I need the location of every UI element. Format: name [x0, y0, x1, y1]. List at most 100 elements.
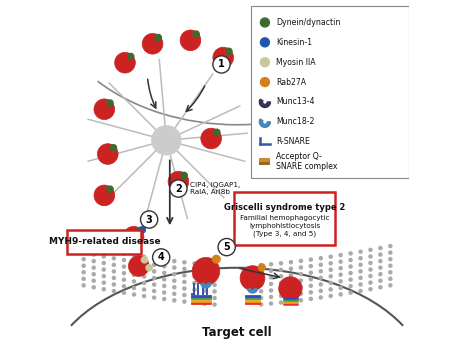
Circle shape: [122, 264, 126, 269]
Circle shape: [279, 281, 283, 285]
Circle shape: [122, 284, 126, 289]
Wedge shape: [247, 288, 257, 293]
Circle shape: [338, 279, 343, 283]
Circle shape: [152, 263, 156, 267]
Circle shape: [289, 260, 293, 264]
Circle shape: [140, 211, 158, 228]
Circle shape: [269, 262, 273, 266]
Circle shape: [112, 276, 116, 280]
Circle shape: [172, 259, 176, 263]
Text: 5: 5: [223, 242, 230, 252]
Circle shape: [226, 48, 232, 54]
Circle shape: [82, 276, 86, 281]
Circle shape: [192, 281, 197, 285]
Circle shape: [299, 278, 303, 283]
Circle shape: [212, 296, 217, 300]
Circle shape: [289, 266, 293, 271]
Circle shape: [128, 53, 134, 60]
Circle shape: [132, 292, 136, 297]
Wedge shape: [259, 99, 271, 108]
Circle shape: [172, 279, 176, 283]
Circle shape: [212, 289, 217, 294]
Circle shape: [112, 263, 116, 267]
Circle shape: [368, 287, 373, 291]
Circle shape: [319, 282, 323, 286]
Text: Dynein/dynactin: Dynein/dynactin: [276, 18, 340, 27]
Circle shape: [289, 286, 293, 291]
Circle shape: [192, 300, 197, 305]
Circle shape: [260, 38, 269, 47]
Circle shape: [142, 281, 146, 285]
Circle shape: [162, 284, 166, 288]
Circle shape: [128, 256, 149, 276]
Circle shape: [132, 253, 136, 257]
Circle shape: [328, 281, 333, 285]
Circle shape: [338, 292, 343, 297]
Circle shape: [202, 262, 207, 267]
Circle shape: [182, 286, 187, 291]
Circle shape: [279, 274, 283, 279]
Circle shape: [153, 249, 170, 266]
Circle shape: [101, 261, 106, 265]
Circle shape: [112, 249, 116, 254]
Circle shape: [112, 289, 116, 293]
Circle shape: [212, 302, 217, 307]
FancyBboxPatch shape: [67, 230, 141, 254]
Circle shape: [212, 263, 217, 267]
Circle shape: [142, 294, 146, 298]
Circle shape: [182, 293, 187, 297]
Circle shape: [289, 280, 293, 284]
Circle shape: [91, 246, 96, 250]
Circle shape: [101, 267, 106, 272]
Circle shape: [319, 269, 323, 274]
Circle shape: [152, 289, 156, 293]
Wedge shape: [259, 119, 271, 127]
Circle shape: [240, 266, 265, 291]
Circle shape: [82, 263, 86, 268]
Circle shape: [378, 259, 383, 263]
Circle shape: [259, 283, 264, 287]
Circle shape: [107, 100, 113, 106]
Circle shape: [181, 172, 187, 179]
Circle shape: [180, 30, 201, 51]
Circle shape: [348, 291, 353, 295]
FancyBboxPatch shape: [259, 162, 270, 165]
Circle shape: [212, 255, 220, 263]
Circle shape: [192, 274, 197, 279]
Circle shape: [328, 287, 333, 292]
Circle shape: [91, 285, 96, 290]
Circle shape: [172, 298, 176, 303]
Circle shape: [259, 295, 264, 300]
Text: 2: 2: [175, 183, 182, 193]
Circle shape: [338, 273, 343, 277]
Circle shape: [162, 297, 166, 301]
Circle shape: [259, 263, 264, 267]
Circle shape: [214, 129, 220, 135]
Circle shape: [319, 275, 323, 280]
Circle shape: [182, 273, 187, 277]
Circle shape: [319, 289, 323, 293]
Circle shape: [269, 268, 273, 273]
Circle shape: [378, 265, 383, 270]
Text: 3: 3: [146, 215, 153, 225]
Circle shape: [82, 283, 86, 288]
Circle shape: [202, 269, 207, 273]
Circle shape: [122, 291, 126, 295]
Circle shape: [212, 270, 217, 274]
Circle shape: [328, 274, 333, 279]
Circle shape: [142, 287, 146, 292]
Circle shape: [309, 297, 313, 301]
Circle shape: [218, 238, 235, 256]
Circle shape: [82, 270, 86, 274]
Circle shape: [162, 257, 166, 262]
Circle shape: [299, 272, 303, 276]
Circle shape: [299, 298, 303, 302]
Circle shape: [358, 263, 363, 267]
Circle shape: [289, 273, 293, 277]
Text: Myosin IIA: Myosin IIA: [276, 58, 315, 67]
Text: Griscelli syndrome type 2: Griscelli syndrome type 2: [224, 203, 345, 212]
Circle shape: [107, 186, 113, 192]
Circle shape: [368, 280, 373, 285]
Circle shape: [101, 287, 106, 291]
Text: Munc18-2: Munc18-2: [276, 117, 314, 126]
